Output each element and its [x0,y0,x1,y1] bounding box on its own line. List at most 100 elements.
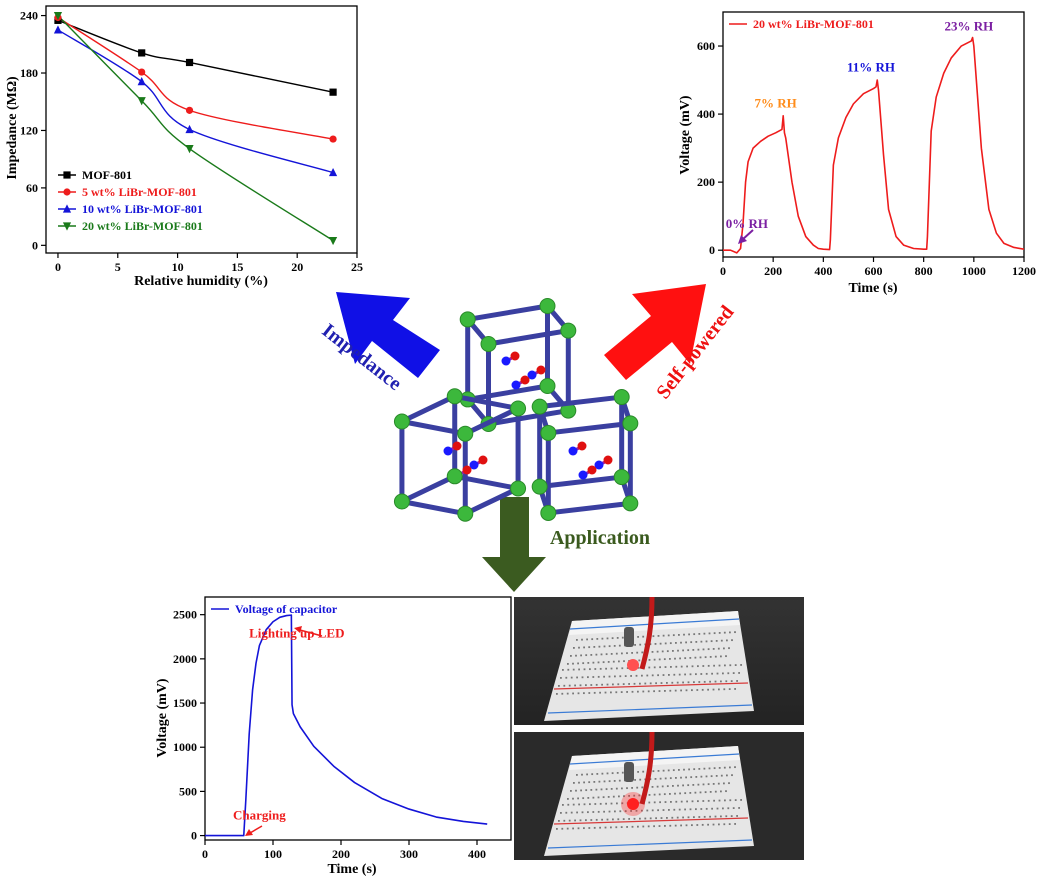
breadboard-hole [622,818,625,820]
breadboard-hole [583,692,585,695]
mof-bond [452,473,521,491]
breadboard-hole [576,774,578,776]
breadboard-hole [668,809,670,811]
breadboard-hole [693,816,695,819]
breadboard-hole [590,684,593,686]
breadboard-hole [717,782,720,785]
breadboard-hole [713,632,716,635]
mof-bond [545,500,633,516]
breadboard-hole [704,791,707,794]
breadboard-hole [669,824,672,827]
breadboard-hole [577,797,579,800]
breadboard-hole [616,637,619,639]
breadboard-hole [639,682,641,685]
breadboard-hole [700,775,703,778]
selfpowered-y-tick-label: 0 [709,243,715,257]
selfpowered-x-tick-label: 0 [720,264,726,278]
breadboard-hole [736,815,738,817]
breadboard-hole [715,640,718,642]
breadboard-hole [574,819,576,822]
breadboard-hole [608,675,611,678]
breadboard-hole [566,827,569,830]
mof-atom-o [603,455,613,465]
breadboard-hole [610,653,613,655]
breadboard-hole [626,787,628,790]
breadboard-hole [562,669,564,671]
breadboard-hole [702,648,705,651]
breadboard-hole [585,819,587,822]
impedance-data-point [328,236,338,246]
selfpowered-x-label: Time (s) [848,281,897,296]
breadboard-hole [670,801,672,803]
breadboard-hole [603,675,605,678]
selfpowered-legend-label: 20 wt% LiBr-MOF-801 [753,17,874,31]
mof-node [457,425,474,442]
mof-node [613,469,630,486]
breadboard-hole [610,802,613,805]
mof-atom-n [568,446,578,456]
mof-node [446,468,463,485]
breadboard-hole [599,667,602,670]
selfpowered-annotation: 23% RH [944,19,993,34]
mof-node [539,378,556,395]
capacitor-plot-frame [204,596,512,841]
breadboard-hole [648,801,651,804]
charging-pointer-arrow [249,825,263,834]
capacitor-x-tick-label: 200 [332,847,350,861]
breadboard-hole [593,646,596,648]
mof-node [446,388,463,405]
breadboard-hole [731,774,733,777]
breadboard-hole [678,769,680,771]
impedance-legend-label: MOF-801 [82,168,132,182]
breadboard-hole [583,781,585,784]
breadboard-hole [649,817,652,820]
breadboard-hole [722,672,724,675]
breadboard-hole [671,816,674,819]
breadboard-hole [674,689,677,692]
breadboard-hole [707,783,710,786]
breadboard-hole [589,668,591,671]
breadboard-hole [666,682,668,684]
mof-node [622,495,639,512]
breadboard-hole [692,649,695,651]
breadboard-hole [572,803,575,806]
breadboard-hole [734,631,736,634]
breadboard-hole [664,777,667,780]
breadboard-hole [591,638,594,641]
impedance-plot-frame [45,5,358,254]
breadboard-hole [660,817,663,819]
mof-bond [399,393,458,425]
selfpowered-y-label: Voltage (mV) [678,95,693,175]
breadboard-hole [630,675,632,677]
breadboard-hole [594,803,597,805]
breadboard-hole [713,799,715,802]
breadboard-hole [622,683,625,685]
breadboard-hole [680,800,683,803]
breadboard-hole [707,688,709,691]
breadboard-hole [707,799,710,802]
breadboard-hole [637,825,639,828]
breadboard-hole [646,809,649,812]
breadboard-hole [664,825,666,827]
breadboard-hole [621,667,624,670]
breadboard-hole [582,797,585,800]
breadboard-hole [659,666,661,669]
breadboard-hole [700,808,703,810]
mof-atom-n [578,470,588,480]
breadboard-hole [680,776,682,779]
breadboard-hole [588,646,591,649]
breadboard-hole [728,782,730,785]
breadboard-hole [618,660,620,663]
breadboard-hole [728,647,730,650]
breadboard-hole [669,793,671,795]
breadboard-hole [585,789,588,792]
breadboard-hole [606,637,609,640]
application-arrow-label: Application [550,527,650,549]
mof-atom-n [511,380,521,390]
breadboard-hole [578,781,580,784]
breadboard-hole [631,825,634,828]
impedance-data-point [137,97,146,106]
breadboard-hole [572,827,574,830]
breadboard-hole [707,648,710,651]
breadboard-hole [675,642,677,644]
